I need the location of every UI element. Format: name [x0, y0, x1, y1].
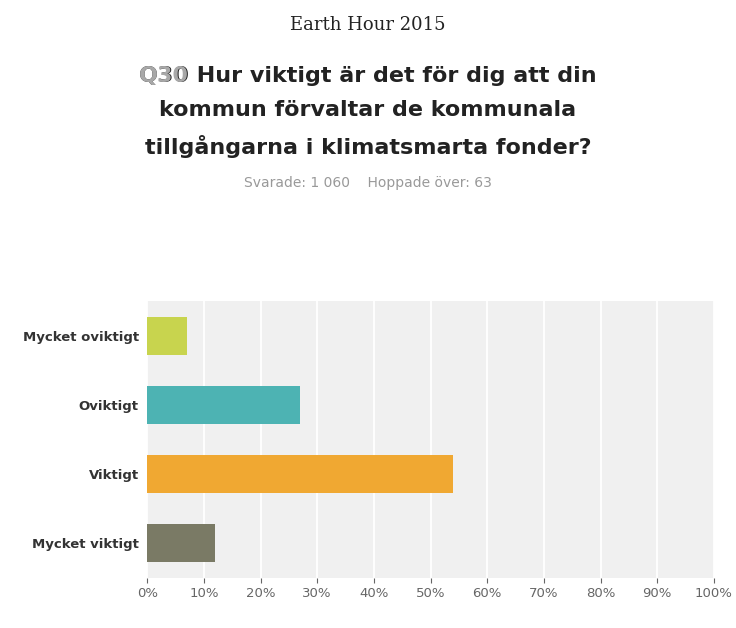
Bar — [147, 455, 453, 493]
Text: Earth Hour 2015: Earth Hour 2015 — [290, 16, 446, 34]
Text: tillgångarna i klimatsmarta fonder?: tillgångarna i klimatsmarta fonder? — [145, 135, 591, 158]
Text: Q30 Hur viktigt är det för dig att din: Q30 Hur viktigt är det för dig att din — [139, 66, 597, 86]
Bar — [147, 524, 215, 562]
Text: Svarade: 1 060    Hoppade över: 63: Svarade: 1 060 Hoppade över: 63 — [244, 176, 492, 190]
Text: kommun förvaltar de kommunala: kommun förvaltar de kommunala — [160, 100, 576, 121]
Text: Q30: Q30 — [139, 66, 189, 86]
Bar — [147, 317, 187, 355]
Bar — [147, 386, 300, 424]
